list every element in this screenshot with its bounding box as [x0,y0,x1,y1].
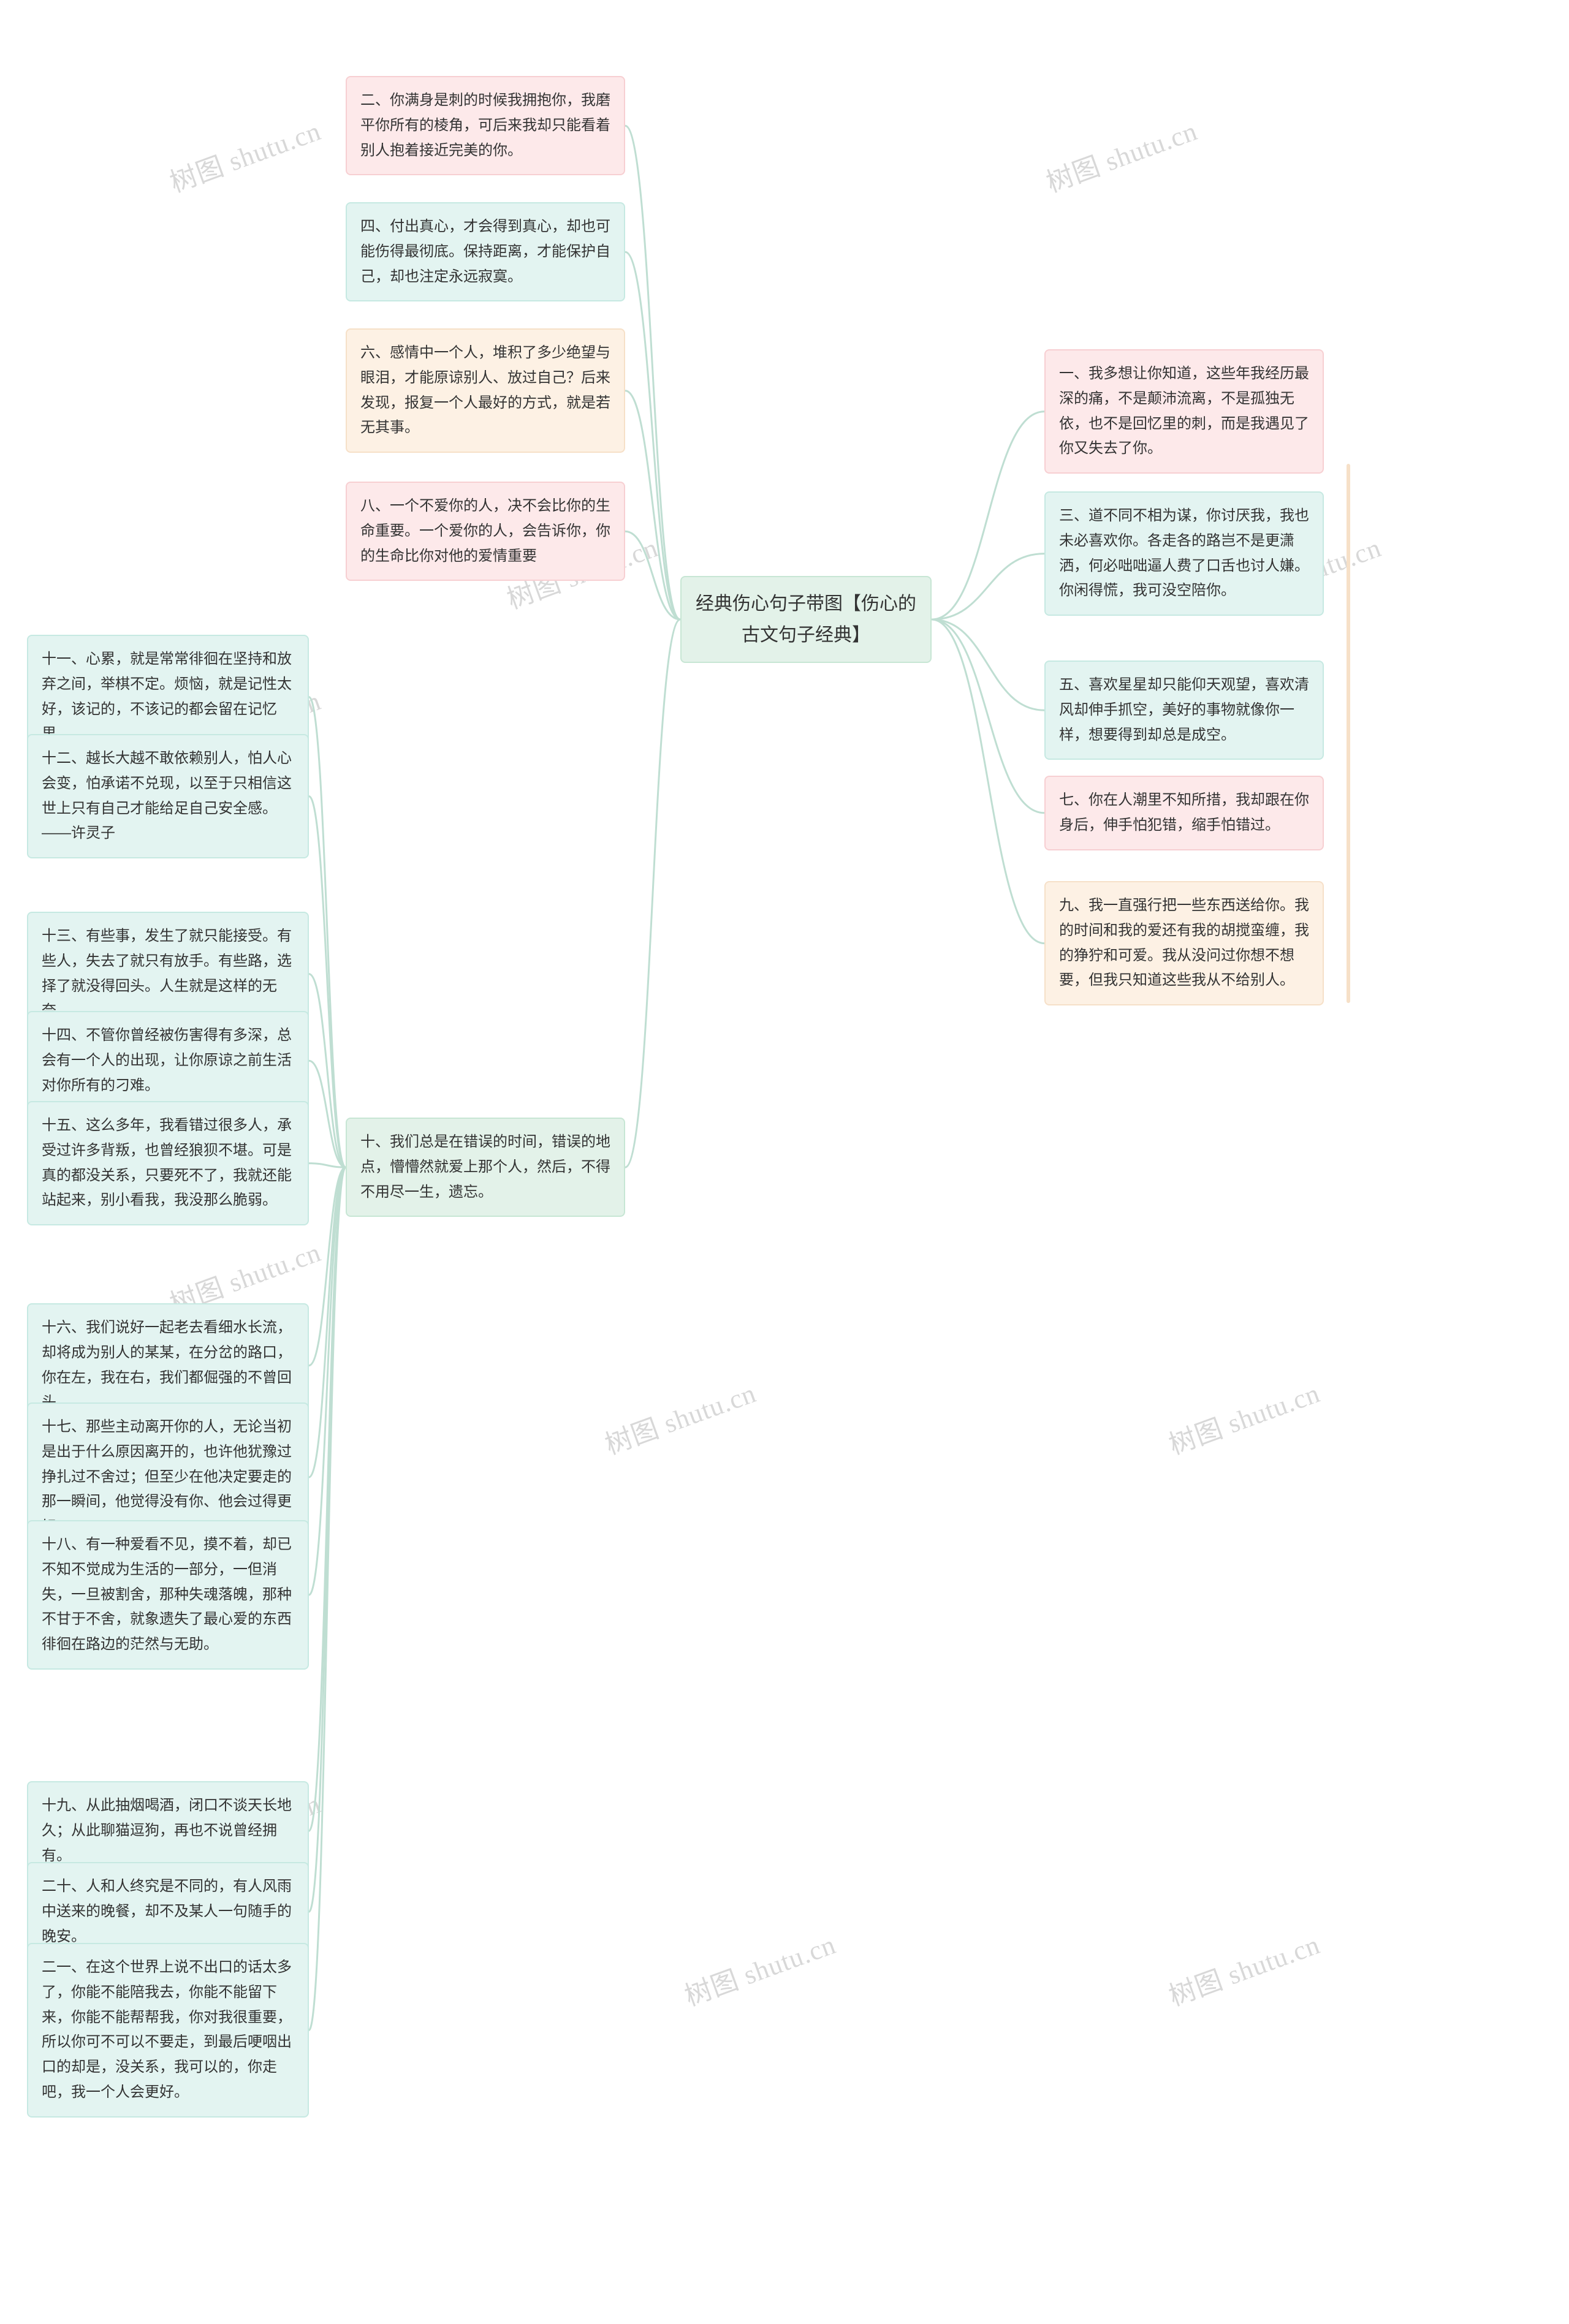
node-n10: 十、我们总是在错误的时间，错误的地点，懵懵然就爱上那个人，然后，不得不用尽一生，… [346,1118,625,1217]
node-n15: 十五、这么多年，我看错过很多人，承受过许多背叛，也曾经狼狈不堪。可是真的都没关系… [27,1101,309,1225]
root-node: 经典伤心句子带图【伤心的古文句子经典】 [680,576,932,663]
node-n3: 三、道不同不相为谋，你讨厌我，我也未必喜欢你。各走各的路岂不是更潇洒，何必咄咄逼… [1044,491,1324,616]
node-n5: 五、喜欢星星却只能仰天观望，喜欢清风却伸手抓空，美好的事物就像你一样，想要得到却… [1044,660,1324,760]
node-n8: 八、一个不爱你的人，决不会比你的生命重要。一个爱你的人，会告诉你，你的生命比你对… [346,482,625,581]
watermark: 树图 shutu.cn [1163,1923,1324,2013]
node-n1: 一、我多想让你知道，这些年我经历最深的痛，不是颠沛流离，不是孤独无依，也不是回忆… [1044,349,1324,474]
watermark: 树图 shutu.cn [678,1923,840,2013]
node-n18: 十八、有一种爱看不见，摸不着，却已不知不觉成为生活的一部分，一但消失，一旦被割舍… [27,1520,309,1670]
watermark: 树图 shutu.cn [1040,109,1202,200]
watermark: 树图 shutu.cn [599,1371,761,1462]
node-n21: 二一、在这个世界上说不出口的话太多了，你能不能陪我去，你能不能留下来，你能不能帮… [27,1943,309,2118]
node-n14: 十四、不管你曾经被伤害得有多深，总会有一个人的出现，让你原谅之前生活对你所有的刁… [27,1011,309,1110]
node-n9: 九、我一直强行把一些东西送给你。我的时间和我的爱还有我的胡搅蛮缠，我的狰狞和可爱… [1044,881,1324,1005]
watermark: 树图 shutu.cn [1163,1371,1324,1462]
node-n6: 六、感情中一个人，堆积了多少绝望与眼泪，才能原谅别人、放过自己？后来发现，报复一… [346,328,625,453]
node-n12: 十二、越长大越不敢依赖别人，怕人心会变，怕承诺不兑现，以至于只相信这世上只有自己… [27,734,309,858]
node-n4: 四、付出真心，才会得到真心，却也可能伤得最彻底。保持距离，才能保护自己，却也注定… [346,202,625,301]
watermark: 树图 shutu.cn [164,109,325,200]
node-n7: 七、你在人潮里不知所措，我却跟在你身后，伸手怕犯错，缩手怕错过。 [1044,776,1324,850]
node-n2: 二、你满身是刺的时候我拥抱你，我磨平你所有的棱角，可后来我却只能看着别人抱着接近… [346,76,625,175]
